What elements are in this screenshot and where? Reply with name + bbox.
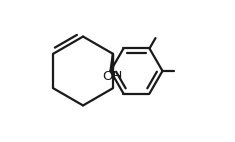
Text: OH: OH — [102, 70, 122, 83]
